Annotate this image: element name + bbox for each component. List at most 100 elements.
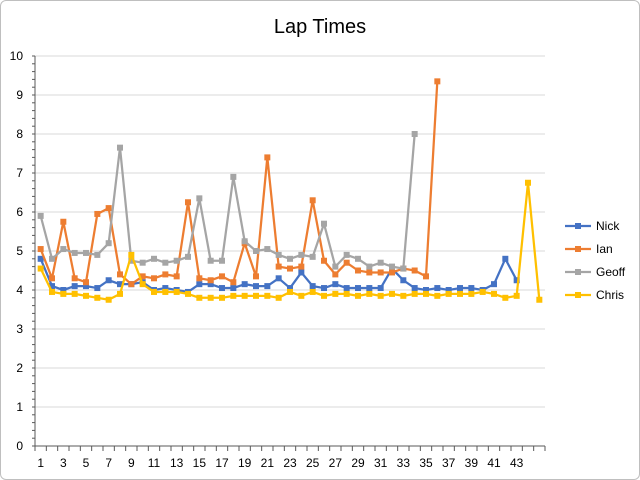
data-point [434, 78, 441, 85]
data-point [400, 265, 407, 272]
data-point [162, 288, 169, 295]
x-tick-label: 7 [105, 456, 112, 470]
data-point [343, 290, 350, 297]
data-point [513, 292, 520, 299]
data-point [355, 267, 361, 274]
data-point [151, 255, 157, 262]
x-tick-label: 1 [37, 456, 44, 470]
data-point [355, 292, 361, 299]
data-point [37, 212, 44, 219]
data-point [423, 287, 429, 293]
data-point [445, 290, 452, 297]
data-point [128, 257, 135, 264]
data-point [219, 294, 225, 301]
data-point [434, 285, 441, 292]
legend-label: Geoff [596, 265, 626, 279]
data-point [298, 251, 305, 258]
series-chris [37, 179, 543, 303]
data-point [332, 263, 339, 270]
y-tick-label: 4 [16, 283, 23, 297]
data-point [117, 144, 123, 151]
data-point [491, 281, 497, 288]
data-point [94, 251, 101, 258]
data-point [196, 275, 203, 282]
legend-label: Nick [596, 219, 620, 233]
data-point [196, 195, 203, 202]
data-point [389, 263, 395, 270]
data-point [468, 285, 475, 292]
data-point [230, 279, 237, 286]
legend-label: Chris [596, 288, 624, 302]
data-point [445, 287, 452, 293]
data-point [377, 292, 384, 299]
x-tick-label: 17 [215, 456, 229, 470]
gridlines [35, 55, 545, 447]
data-point [287, 255, 293, 262]
x-tick-label: 13 [170, 456, 184, 470]
data-point [377, 259, 384, 266]
x-tick-label: 27 [329, 456, 343, 470]
data-point [117, 271, 123, 278]
data-point [60, 246, 67, 253]
data-point [491, 290, 497, 297]
x-tick-label: 23 [283, 456, 297, 470]
data-point [321, 285, 327, 292]
data-point [287, 288, 293, 295]
x-tick-label: 43 [510, 456, 524, 470]
x-tick-label: 29 [351, 456, 365, 470]
data-point [196, 281, 203, 288]
data-point [264, 154, 271, 161]
data-point [173, 257, 180, 264]
x-tick-label: 39 [465, 456, 479, 470]
data-point [366, 263, 373, 270]
data-point [377, 269, 384, 276]
data-point [185, 199, 191, 206]
y-tick-label: 8 [16, 127, 23, 141]
data-point [298, 292, 305, 299]
data-point [366, 290, 373, 297]
data-point [49, 288, 55, 295]
y-tick-label: 2 [16, 361, 23, 375]
data-point [71, 290, 78, 297]
data-point [411, 267, 418, 274]
data-point [298, 269, 305, 276]
data-point [377, 285, 384, 292]
data-point [230, 285, 237, 292]
data-point [287, 265, 293, 272]
data-point [253, 292, 259, 299]
data-point [83, 249, 89, 256]
data-point [366, 269, 373, 276]
data-point [71, 275, 78, 282]
data-point [479, 288, 486, 295]
y-tick-label: 0 [16, 439, 23, 453]
data-point [185, 253, 191, 260]
data-point [117, 290, 123, 297]
data-point [230, 173, 237, 180]
data-point [71, 283, 78, 290]
data-point [37, 246, 44, 253]
data-point [173, 273, 180, 280]
series-geoff [37, 131, 418, 272]
legend-item-ian: Ian [565, 242, 613, 256]
series-ian [37, 78, 441, 288]
x-tick-label: 31 [374, 456, 388, 470]
data-point [343, 285, 350, 292]
x-tick-label: 15 [193, 456, 207, 470]
y-tick-label: 7 [16, 166, 23, 180]
data-point [513, 277, 520, 284]
series-line [39, 133, 416, 270]
legend-item-geoff: Geoff [565, 265, 626, 279]
x-tick-label: 33 [397, 456, 411, 470]
data-point [128, 251, 135, 258]
data-point [321, 292, 327, 299]
data-point [309, 283, 316, 290]
series-group [37, 78, 543, 303]
data-point [411, 290, 418, 297]
data-point [105, 240, 112, 247]
data-point [207, 277, 214, 284]
data-point [230, 292, 237, 299]
data-point [219, 285, 225, 292]
data-point [207, 257, 214, 264]
data-point [321, 220, 327, 227]
legend-marker [575, 292, 581, 298]
